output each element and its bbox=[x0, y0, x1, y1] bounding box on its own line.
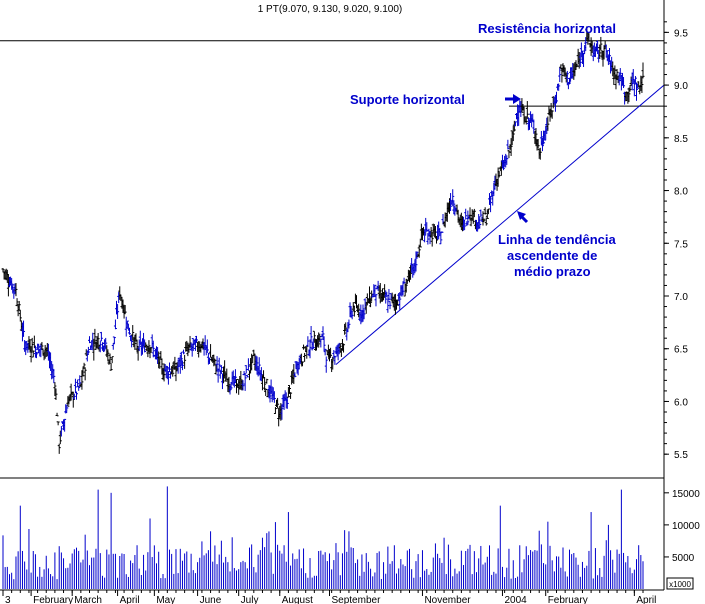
volume-axis: 5000 10000 15000 bbox=[664, 489, 700, 564]
trend-line bbox=[335, 84, 665, 365]
price-tick-label: 9.0 bbox=[674, 81, 688, 92]
volume-unit-label: x1000 bbox=[669, 580, 691, 589]
x-tick-label: July bbox=[241, 595, 259, 604]
price-series bbox=[1, 26, 645, 454]
x-tick-label: March bbox=[74, 595, 102, 604]
x-tick-label: February bbox=[548, 595, 588, 604]
price-tick-label: 8.0 bbox=[674, 187, 688, 198]
x-tick-label: August bbox=[282, 595, 313, 604]
volume-tick-label: 10000 bbox=[672, 521, 700, 532]
x-tick-label: September bbox=[331, 595, 381, 604]
annotation-trend-line-2: ascendente de bbox=[507, 248, 597, 263]
price-tick-label: 5.5 bbox=[674, 450, 688, 461]
x-tick-label: April bbox=[120, 595, 140, 604]
price-tick-label: 6.5 bbox=[674, 345, 688, 356]
x-tick-label: February bbox=[33, 595, 73, 604]
price-tick-label: 7.0 bbox=[674, 292, 688, 303]
volume-tick-label: 15000 bbox=[672, 489, 700, 500]
chart-header: 1 PT(9.070, 9.130, 9.020, 9.100) bbox=[258, 4, 403, 15]
x-tick-label: May bbox=[156, 595, 175, 604]
annotation-resistance: Resistência horizontal bbox=[478, 21, 616, 36]
price-tick-label: 9.5 bbox=[674, 28, 688, 39]
trend-arrow-icon bbox=[517, 211, 529, 224]
volume-tick-label: 5000 bbox=[672, 553, 695, 564]
x-tick-label: 3 bbox=[5, 595, 11, 604]
support-arrow-icon bbox=[505, 94, 521, 104]
annotation-support: Suporte horizontal bbox=[350, 92, 465, 107]
price-tick-label: 7.5 bbox=[674, 239, 688, 250]
volume-series bbox=[2, 486, 644, 589]
volume-unit-box bbox=[666, 577, 694, 590]
price-axis: 5.5 6.0 6.5 7.0 7.5 8.0 8.5 9.0 9.5 bbox=[664, 21, 688, 461]
x-tick-label: June bbox=[200, 595, 222, 604]
x-tick-label: April bbox=[636, 595, 656, 604]
reference-lines bbox=[0, 40, 665, 365]
x-tick-label: 2004 bbox=[504, 595, 527, 604]
x-tick-label: November bbox=[424, 595, 471, 604]
annotation-trend-line-1: Linha de tendência bbox=[498, 232, 617, 247]
annotation-trend-line-3: médio prazo bbox=[514, 264, 591, 279]
price-tick-label: 6.0 bbox=[674, 397, 688, 408]
price-tick-label: 8.5 bbox=[674, 134, 688, 145]
